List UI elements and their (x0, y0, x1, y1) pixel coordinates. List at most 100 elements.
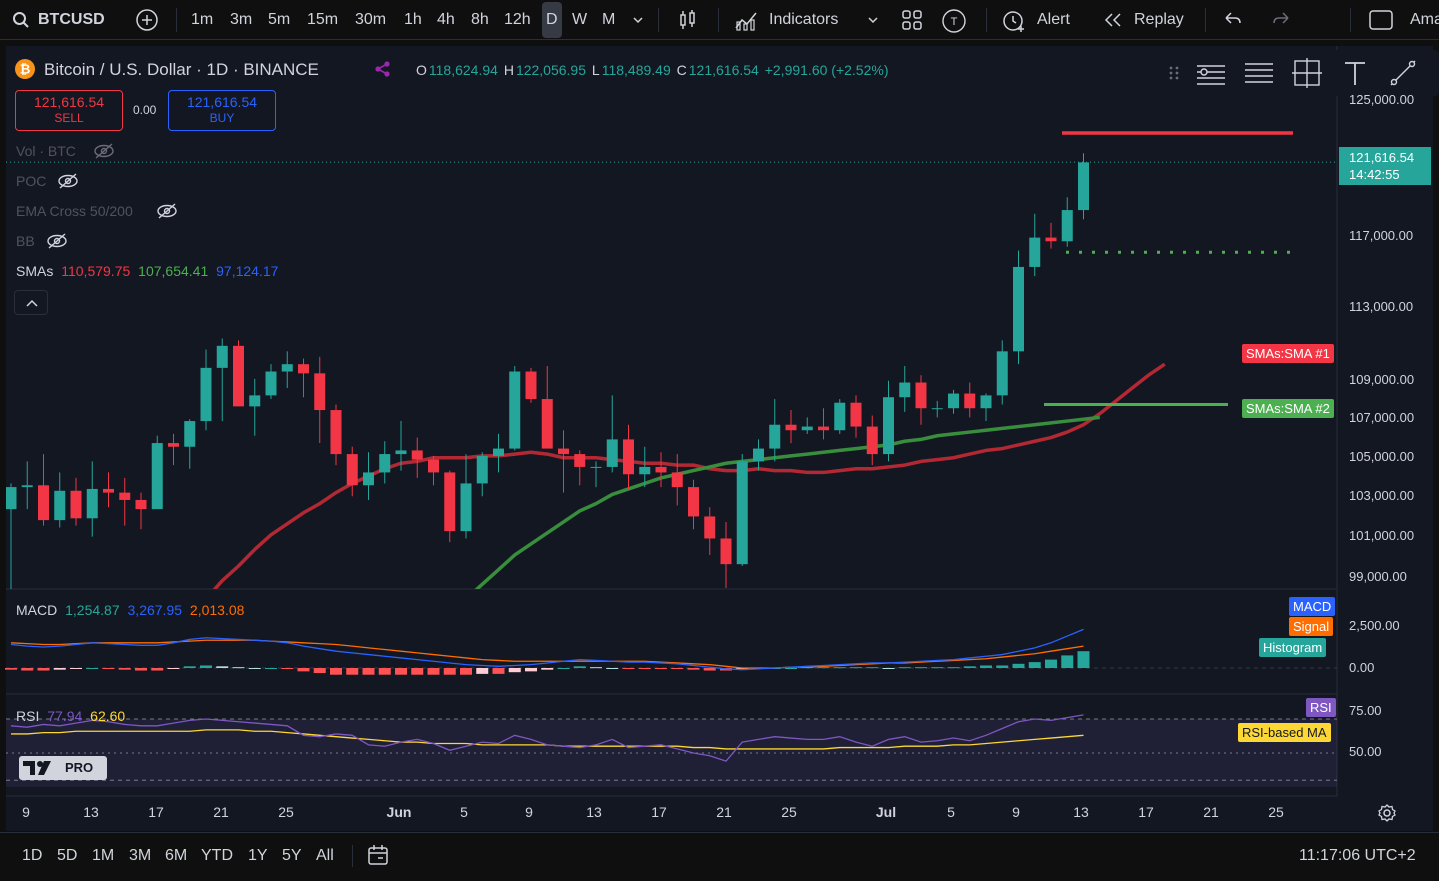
time-tick: Jul (875, 804, 897, 820)
text-tool-icon[interactable] (1338, 56, 1372, 90)
ema-indicator-label[interactable]: EMA Cross 50/200 (16, 203, 133, 219)
search-icon[interactable] (12, 11, 30, 29)
hidden-eye-icon[interactable] (156, 202, 178, 220)
fullscreen-icon[interactable] (1368, 9, 1394, 31)
trendline-icon[interactable] (1386, 56, 1420, 90)
buy-button[interactable]: 121,616.54 BUY (168, 90, 276, 131)
fib-lines-icon[interactable] (1242, 56, 1276, 90)
macd-line-value: 3,267.95 (127, 602, 183, 618)
range-ytd[interactable]: YTD (201, 847, 233, 864)
candle-body (639, 466, 651, 475)
chevron-down-icon[interactable] (867, 15, 879, 25)
poc-indicator-label[interactable]: POC (16, 173, 47, 189)
settings-gear-icon[interactable] (1377, 803, 1397, 823)
rsi-legend[interactable]: RSI 77.94 62.60 (16, 708, 125, 724)
interval-12h[interactable]: 12h (504, 11, 531, 28)
interval-4h[interactable]: 4h (437, 11, 455, 28)
price-tick: 113,000.00 (1349, 299, 1414, 314)
bb-indicator-label[interactable]: BB (16, 233, 35, 249)
range-all[interactable]: All (316, 847, 334, 864)
collapse-legend-button[interactable] (14, 290, 48, 315)
price-pane (6, 131, 1337, 589)
macd-histogram-bar (378, 668, 391, 675)
range-1y[interactable]: 1Y (248, 847, 268, 864)
range-3m[interactable]: 3M (129, 847, 152, 864)
macd-histogram-bar (785, 668, 797, 669)
symbol-search[interactable]: BTCUSD (38, 11, 105, 28)
candle-body (6, 487, 17, 510)
indicators-icon[interactable] (734, 8, 760, 32)
measure-icon[interactable] (1290, 56, 1324, 90)
candle-body (168, 443, 179, 447)
range-5y[interactable]: 5Y (282, 847, 302, 864)
interval-8h[interactable]: 8h (471, 11, 489, 28)
redo-icon[interactable] (1270, 10, 1292, 30)
interval-d[interactable]: D (546, 11, 558, 28)
templates-icon[interactable]: T (941, 8, 967, 34)
candle-body (883, 397, 894, 455)
chevron-down-icon[interactable] (632, 15, 644, 25)
drag-handle-icon[interactable] (1164, 56, 1184, 90)
indicators-button[interactable]: Indicators (769, 11, 839, 28)
macd-histogram-bar (151, 668, 164, 671)
macd-histogram-bar (232, 667, 245, 669)
horizontal-ray-icon[interactable] (1194, 56, 1228, 90)
range-1d[interactable]: 1D (22, 847, 43, 864)
ohlc-values: O 118,624.94 H 122,056.95 L 118,489.49 C 121… (416, 62, 889, 78)
candle-body (86, 488, 98, 519)
alert-icon[interactable] (1001, 8, 1027, 34)
time-tick: 5 (460, 804, 468, 820)
clock-timezone[interactable]: 11:17:06 UTC+2 (1299, 847, 1416, 864)
sell-button[interactable]: 121,616.54 SELL (15, 90, 123, 131)
share-icon[interactable] (373, 59, 393, 79)
candles-icon[interactable] (676, 8, 700, 32)
macd-histogram-bar (37, 668, 50, 671)
hidden-eye-icon[interactable] (57, 172, 79, 190)
bitcoin-logo-icon: ₿ (15, 59, 35, 79)
macd-label: MACD (16, 602, 58, 618)
compare-add-icon[interactable] (135, 8, 159, 32)
layouts-icon[interactable] (901, 9, 923, 31)
replay-icon[interactable] (1102, 11, 1124, 29)
vol-indicator-label[interactable]: Vol · BTC (16, 143, 76, 159)
interval-m[interactable]: M (602, 11, 616, 28)
interval-3m[interactable]: 3m (230, 11, 253, 28)
chart-canvas[interactable] (0, 40, 1439, 840)
range-1m[interactable]: 1M (92, 847, 115, 864)
range-6m[interactable]: 6M (165, 847, 188, 864)
tv-logo-icon (23, 761, 51, 775)
alert-button[interactable]: Alert (1037, 11, 1070, 28)
interval-1m[interactable]: 1m (191, 11, 214, 28)
drawing-toolbar (1160, 50, 1439, 96)
replay-button[interactable]: Replay (1134, 11, 1184, 28)
top-toolbar: BTCUSD 1m 3m 5m 15m 30m 1h 4h 8h 12h D W… (0, 0, 1439, 40)
interval-5m[interactable]: 5m (268, 11, 291, 28)
symbol-title[interactable]: Bitcoin / U.S. Dollar · 1D · BINANCE (44, 60, 319, 79)
account-label-cut[interactable]: Ama (1410, 11, 1439, 28)
macd-line (10, 628, 1084, 671)
macd-legend[interactable]: MACD 1,254.87 3,267.95 2,013.08 (16, 602, 244, 618)
goto-date-icon[interactable] (366, 843, 392, 869)
hidden-eye-icon[interactable] (93, 142, 115, 160)
range-5d[interactable]: 5D (57, 847, 78, 864)
macd-histogram-bar (817, 667, 830, 669)
macd-histogram-bar (1077, 651, 1090, 668)
candle-body (21, 485, 33, 488)
chart-area[interactable] (6, 46, 1433, 831)
macd-histogram-bar (736, 668, 749, 670)
rsi-value: 77.94 (47, 708, 83, 724)
macd-histogram-bar (573, 666, 586, 668)
time-axis[interactable]: 9 13 17 21 25 Jun 5 9 13 17 21 25 Jul 5 9 13 17 21 25 (6, 800, 1336, 828)
interval-15m[interactable]: 15m (307, 11, 339, 28)
macd-histogram-bar (200, 665, 212, 668)
tradingview-logo[interactable]: PRO (19, 756, 107, 780)
candle-body (1013, 266, 1024, 352)
candle-body (428, 459, 439, 473)
smas-legend[interactable]: SMAs 110,579.75 107,654.41 97,124.17 (16, 263, 278, 279)
interval-30m[interactable]: 30m (355, 11, 387, 28)
undo-icon[interactable] (1222, 10, 1244, 30)
interval-w[interactable]: W (572, 11, 588, 28)
hidden-eye-icon[interactable] (46, 232, 68, 250)
macd-histogram-bar (70, 668, 82, 669)
interval-1h[interactable]: 1h (404, 11, 422, 28)
